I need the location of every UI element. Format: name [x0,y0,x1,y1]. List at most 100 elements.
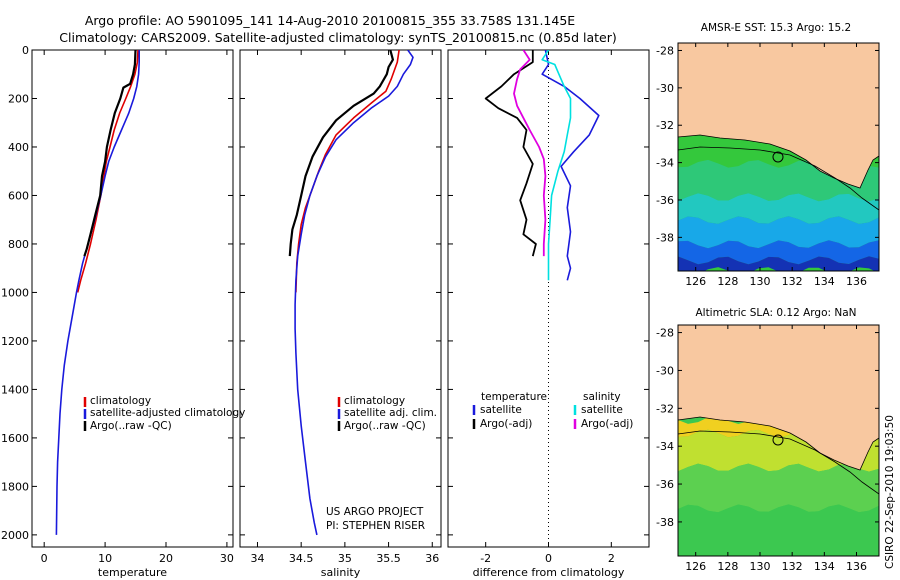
x-tick-label: 35 [338,552,352,565]
x-tick-label: 34.5 [289,552,314,565]
salinity-profile-panel: 34 34.5 35 35.5 36 salinity [239,49,442,579]
x-tick-label: 34 [250,552,264,565]
y-tick-label: 1400 [1,383,29,396]
series-line-satellite-adjusted-climatology [55,50,140,535]
sla-map-frame [677,324,880,557]
map-lon-label: 134 [814,275,835,288]
y-tick-label: 1200 [1,335,29,348]
map-colour-band [678,193,879,224]
legend-title-temperature: temperature [481,391,547,403]
legend-title-salinity: salinity [583,391,621,403]
map-lon-label: 130 [750,275,771,288]
legend-label-satellite: satellite adj. clim. [344,407,437,419]
y-tick-label: 1000 [1,286,29,299]
map-lat-label: -32 [656,402,674,415]
y-tick-label: 2000 [1,529,29,542]
map-lat-label: -34 [656,157,674,170]
map-lon-label: 128 [717,275,738,288]
series-line-salinity-argo-adj [513,50,547,257]
map-lon-label: 126 [685,560,706,573]
map-colour-band [678,216,879,249]
series-line-temperature-argo-adj [484,50,537,257]
map-lon-label: 132 [782,560,803,573]
x-tick-label: 36 [425,552,439,565]
x-tick-label: 35.5 [376,552,401,565]
map-lon-label: 130 [750,560,771,573]
series-line-argo-raw-qc [83,50,137,257]
map-lat-label: -36 [656,478,674,491]
legend-label-argo: Argo(..raw -QC) [344,420,426,432]
legend-label-climatology: climatology [90,395,151,407]
x-axis-label: temperature [98,566,167,579]
x-tick-label: -2 [480,552,491,565]
y-tick-label: 200 [8,92,29,105]
y-tick-label: 0 [22,44,29,57]
legend-label-sal-argo: Argo(-adj) [581,418,633,430]
y-tick-label: 800 [8,238,29,251]
sla-map-title: Altimetric SLA: 0.12 Argo: NaN [695,307,856,319]
map-colour-band [678,240,879,265]
y-tick-label: 1600 [1,432,29,445]
sst-map: AMSR-E SST: 15.3 Argo: 15.2 -28 -30 -32 -34… [656,22,880,288]
map-lat-label: -28 [656,327,674,340]
figure-title-line2: Climatology: CARS2009. Satellite-adjuste… [59,30,616,45]
temperature-legend: climatology satellite-adjusted climatolo… [83,395,245,432]
map-land [678,43,879,188]
series-line-climatology [76,50,139,293]
plot-frame [31,49,234,548]
legend-label-climatology: climatology [344,395,405,407]
legend-label-temp-satellite: satellite [480,404,522,416]
x-tick-label: 0 [545,552,552,565]
difference-legend: temperature satellite Argo(-adj) salinit… [472,391,633,430]
argo-float-marker-sla [772,434,784,446]
x-tick-label: 20 [159,552,173,565]
y-tick-label: 600 [8,189,29,202]
map-contour-line [678,430,879,495]
temperature-profile-panel: 0 10 20 30 0 200 400 600 800 1000 1200 1400 1600 1800… [1,44,234,579]
legend-label-sal-satellite: satellite [581,404,623,416]
x-tick-label: 2 [608,552,615,565]
map-lat-label: -38 [656,516,674,529]
x-tick-label: 10 [98,552,112,565]
map-lat-label: -36 [656,194,674,207]
map-lon-label: 136 [846,275,867,288]
legend-label-satellite: satellite-adjusted climatology [90,407,245,419]
series-line-argo-raw-qc [288,50,394,257]
map-lon-label: 128 [717,560,738,573]
map-lon-label: 132 [782,275,803,288]
sla-map: Altimetric SLA: 0.12 Argo: NaN -28 -30 -32… [656,307,880,573]
argo-float-marker-sst [772,151,784,163]
map-lat-label: -38 [656,231,674,244]
y-tick-label: 400 [8,141,29,154]
sst-map-title: AMSR-E SST: 15.3 Argo: 15.2 [701,22,851,34]
sst-map-frame [677,42,880,272]
map-coastline [677,416,880,471]
legend-label-temp-argo: Argo(-adj) [480,418,532,430]
y-tick-label: 1800 [1,480,29,493]
map-lat-label: -32 [656,119,674,132]
figure-title-line1: Argo profile: AO 5901095_141 14-Aug-2010… [85,13,575,28]
map-lat-label: -30 [656,82,674,95]
map-contour-line [678,146,879,211]
credit-timestamp: CSIRO 22-Sep-2010 19:03:50 [884,415,896,569]
map-lat-label: -28 [656,44,674,57]
map-lon-label: 136 [846,560,867,573]
map-coastline [677,134,880,189]
map-colour-band [678,504,879,556]
salinity-legend: climatology satellite adj. clim. Argo(..… [337,395,437,432]
x-tick-label: 0 [41,552,48,565]
series-line-satellite-adj-clim [294,50,414,536]
map-lat-label: -34 [656,440,674,453]
map-lat-label: -30 [656,364,674,377]
x-tick-label: 30 [220,552,234,565]
project-name: US ARGO PROJECT [326,506,424,518]
map-colour-band [678,463,879,513]
series-line-temperature-satellite [541,50,600,281]
map-lon-label: 134 [814,560,835,573]
legend-label-argo: Argo(..raw -QC) [90,420,172,432]
series-line-salinity-satellite [541,50,572,281]
x-axis-label: salinity [321,566,361,579]
series-line-climatology [295,50,400,293]
